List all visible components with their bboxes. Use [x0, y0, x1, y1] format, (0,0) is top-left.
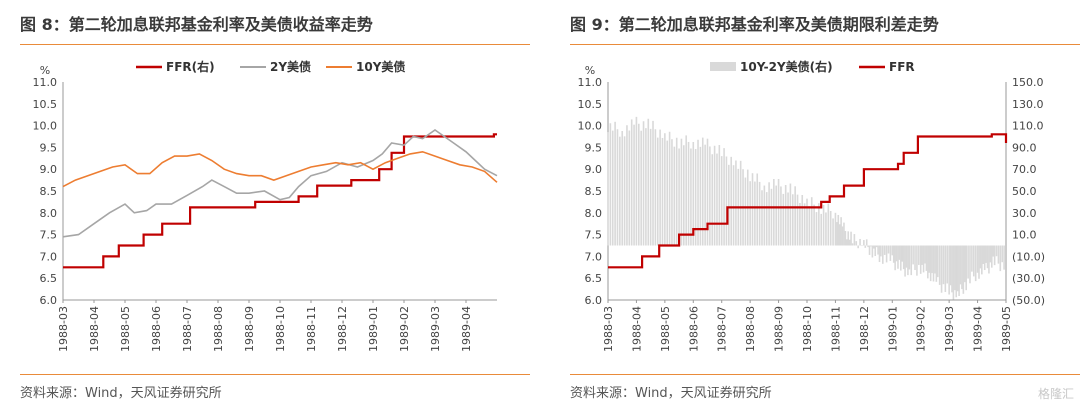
x-tick-label: 1989-04 — [460, 306, 473, 352]
chart-figure-9: %11.0 10.5 10.0 9.5 9.0 8.5 8.0 7.5 7.0 6.5 6.0 150… — [578, 59, 1046, 352]
y-tick-label: 8.5 — [40, 185, 58, 198]
y-tick-label: 9.0 — [40, 163, 58, 176]
y-tick-label: 11.0 — [578, 76, 603, 89]
x-tick-label: 1988-03 — [602, 306, 615, 352]
y2-tick-label: 30.0 — [1012, 207, 1037, 220]
x-tick-label: 1988-10 — [801, 306, 814, 352]
x-tick-label: 1989-02 — [915, 306, 928, 352]
y-tick-label: 8.0 — [585, 207, 603, 220]
figure-title: 图 9：第二轮加息联邦基金利率及美债期限利差走势 — [570, 15, 939, 34]
legend-label: FFR — [889, 60, 915, 74]
title-divider — [570, 44, 1080, 45]
y-tick-label: 11.0 — [33, 76, 58, 89]
x-tick-label: 1988-06 — [150, 306, 163, 352]
series-line-0 — [63, 133, 497, 269]
y2-tick-label: (50.0) — [1012, 294, 1045, 307]
y-tick-label: 9.5 — [40, 141, 58, 154]
source-note: 资料来源：Wind，天风证券研究所 — [570, 386, 772, 401]
y2-tick-label: 110.0 — [1012, 120, 1044, 133]
y-axis-label: % — [40, 64, 50, 77]
y2-tick-label: 130.0 — [1012, 98, 1044, 111]
x-tick-label: 1988-08 — [744, 306, 757, 352]
source-note: 资料来源：Wind，天风证券研究所 — [20, 386, 222, 401]
figure-title: 图 8：第二轮加息联邦基金利率及美债收益率走势 — [20, 15, 373, 34]
x-tick-label: 1988-09 — [243, 306, 256, 352]
y-tick-label: 10.0 — [33, 120, 58, 133]
x-tick-label: 1988-04 — [88, 306, 101, 352]
x-tick-label: 1988-10 — [274, 306, 287, 352]
y2-tick-label: 70.0 — [1012, 163, 1037, 176]
x-tick-label: 1988-11 — [829, 306, 842, 352]
y-tick-label: 6.5 — [585, 272, 603, 285]
x-tick-label: 1988-12 — [858, 306, 871, 352]
x-tick-label: 1988-05 — [119, 306, 132, 352]
x-tick-label: 1988-12 — [336, 306, 349, 352]
x-tick-label: 1989-03 — [943, 306, 956, 352]
y2-tick-label: 90.0 — [1012, 141, 1037, 154]
legend-swatch — [710, 62, 736, 71]
y2-tick-label: (10.0) — [1012, 250, 1045, 263]
watermark-logo: 格隆汇 — [1037, 387, 1074, 401]
series-line-1 — [62, 129, 498, 238]
footer-divider — [20, 374, 530, 375]
y-tick-label: 7.0 — [40, 250, 58, 263]
series-0 — [607, 116, 1005, 300]
x-tick-label: 1988-06 — [687, 306, 700, 352]
x-tick-label: 1989-04 — [972, 306, 985, 352]
x-tick-label: 1988-07 — [181, 306, 194, 352]
y-tick-label: 6.0 — [585, 294, 603, 307]
chart-panel-left: 图 8：第二轮加息联邦基金利率及美债收益率走势 % 11.0 10.5 10.0 9.5… — [0, 0, 530, 414]
y-tick-label: 7.5 — [40, 229, 58, 242]
x-tick-label: 1988-11 — [305, 306, 318, 352]
title-divider — [20, 44, 530, 45]
chart-panel-right: 图 9：第二轮加息联邦基金利率及美债期限利差走势 % 11.0 10.5 10.0 9.… — [550, 0, 1080, 414]
x-tick-label: 1988-07 — [716, 306, 729, 352]
x-tick-label: 1989-01 — [367, 306, 380, 352]
series-line-1 — [608, 133, 1008, 269]
y-tick-label: 9.5 — [585, 141, 603, 154]
y-tick-label: 9.0 — [585, 163, 603, 176]
legend-label: 10Y-2Y美债(右) — [740, 59, 833, 74]
y2-tick-label: (30.0) — [1012, 272, 1045, 285]
x-tick-label: 1989-01 — [886, 306, 899, 352]
y-axis-label: % — [585, 64, 595, 77]
x-tick-label: 1989-03 — [429, 306, 442, 352]
y-tick-label: 7.0 — [585, 250, 603, 263]
y-tick-label: 8.0 — [40, 207, 58, 220]
x-tick-label: 1988-05 — [659, 306, 672, 352]
x-tick-label: 1989-05 — [1000, 306, 1013, 352]
y-tick-label: 6.0 — [40, 294, 58, 307]
y-tick-label: 10.0 — [578, 120, 603, 133]
chart-figure-8: %11.010.510.09.59.08.58.07.57.06.56.0198… — [33, 59, 498, 352]
x-tick-label: 1988-04 — [630, 306, 643, 352]
y2-tick-label: 50.0 — [1012, 185, 1037, 198]
y2-tick-label: 150.0 — [1012, 76, 1044, 89]
x-tick-label: 1988-08 — [212, 306, 225, 352]
footer-divider — [570, 374, 1080, 375]
y-tick-label: 7.5 — [585, 229, 603, 242]
y-tick-label: 8.5 — [585, 185, 603, 198]
x-tick-label: 1989-02 — [398, 306, 411, 352]
series-line-2 — [62, 150, 498, 188]
x-tick-label: 1988-09 — [773, 306, 786, 352]
legend-label: 10Y美债 — [356, 59, 405, 74]
y-tick-label: 10.5 — [33, 98, 58, 111]
x-tick-label: 1988-03 — [57, 306, 70, 352]
y2-tick-label: 10.0 — [1012, 229, 1037, 242]
y-tick-label: 10.5 — [578, 98, 603, 111]
y-tick-label: 6.5 — [40, 272, 58, 285]
legend-label: 2Y美债 — [270, 59, 311, 74]
legend-label: FFR(右) — [166, 59, 215, 74]
